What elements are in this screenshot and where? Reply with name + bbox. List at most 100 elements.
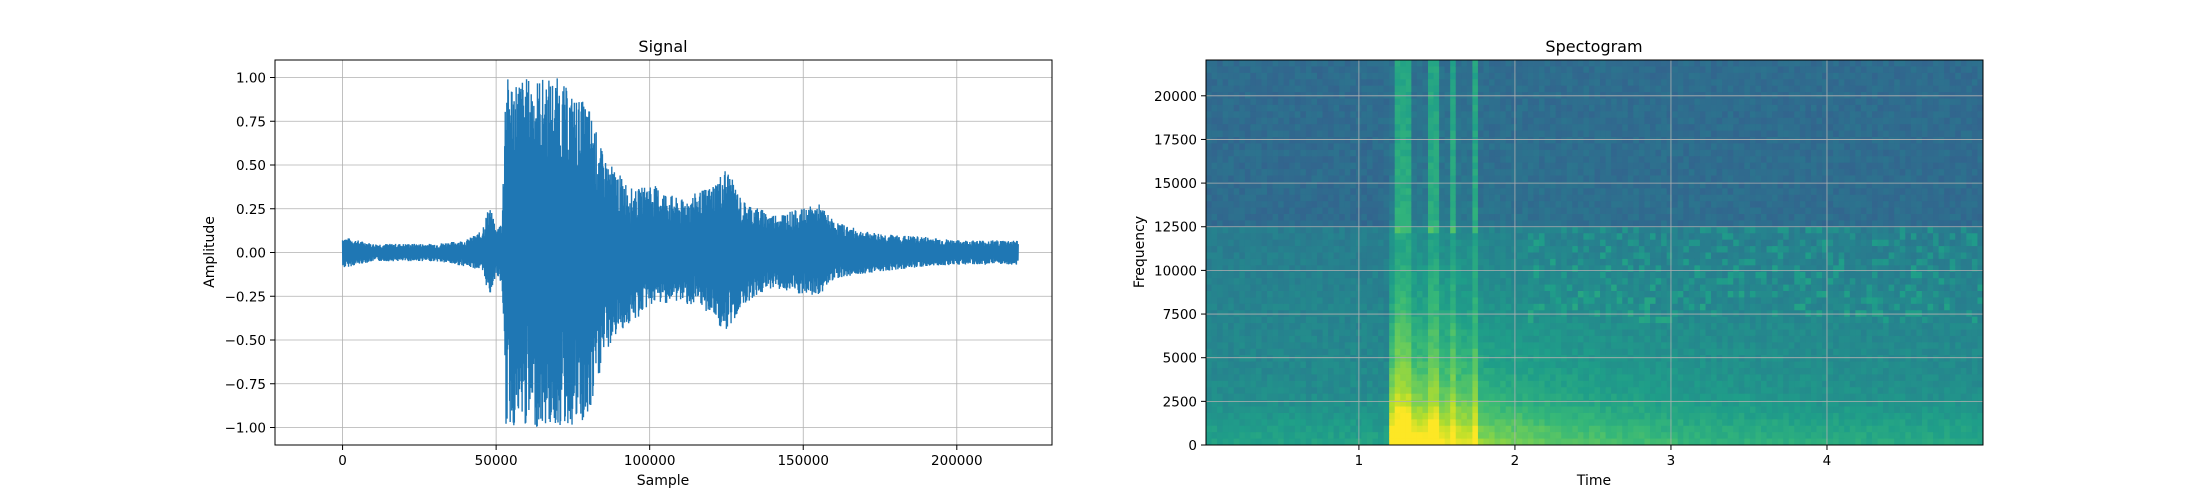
spectrogram-cell — [1405, 79, 1412, 87]
spectrogram-cell — [1483, 335, 1490, 343]
spectrogram-cell — [1350, 156, 1357, 164]
spectrogram-cell — [1416, 291, 1424, 299]
spectrogram-cell — [1350, 265, 1357, 273]
spectrogram-cell — [1428, 98, 1435, 106]
spectrogram-cell — [1428, 79, 1435, 87]
spectrogram-cell — [1328, 361, 1335, 369]
spectrogram-cell — [1222, 188, 1229, 196]
spectrogram-cell — [1539, 79, 1546, 87]
spectrogram-cell — [1500, 329, 1507, 337]
spectrogram-cell — [1378, 419, 1385, 427]
spectrogram-cell — [1305, 303, 1313, 311]
spectrogram-cell — [1389, 316, 1396, 324]
spectrogram-cell — [1400, 143, 1407, 151]
spectrogram-cell — [1239, 220, 1246, 228]
spectrogram-cell — [1555, 220, 1562, 228]
spectrogram-cell — [1489, 98, 1496, 106]
spectrogram-cell — [1244, 194, 1251, 202]
spectrogram-cell — [1644, 329, 1651, 337]
spectrogram-cell — [1344, 387, 1351, 395]
spectrogram-cell — [1322, 291, 1329, 299]
spectrogram-cell — [1561, 342, 1568, 350]
spectrogram-cell — [1383, 85, 1390, 93]
spectrogram-cell — [1317, 361, 1324, 369]
spectrogram-cell — [1655, 297, 1662, 305]
spectrogram-cell — [1333, 368, 1340, 376]
spectrogram-cell — [1328, 316, 1335, 324]
spectrogram-cell — [1255, 380, 1263, 388]
spectrogram-cell — [1583, 111, 1590, 119]
spectrogram-cell — [1239, 117, 1246, 125]
spectrogram-cell — [1461, 188, 1468, 196]
spectrogram-cell — [1317, 393, 1324, 401]
spectrogram-cell — [1622, 291, 1629, 299]
spectrogram-cell — [1206, 85, 1213, 93]
spectrogram-cell — [1455, 374, 1462, 382]
spectrogram-cell — [1444, 130, 1451, 138]
spectrogram-cell — [1305, 239, 1313, 247]
spectrogram-cell — [1311, 239, 1318, 247]
spectrogram-cell — [1305, 220, 1313, 228]
spectrogram-cell — [1239, 368, 1246, 376]
spectrogram-cell — [1638, 220, 1646, 228]
spectrogram-cell — [1378, 316, 1385, 324]
spectrogram-cell — [1527, 124, 1535, 132]
spectrogram-cell — [1539, 149, 1546, 157]
spectrogram-cell — [1300, 361, 1307, 369]
spectrogram-cell — [1305, 412, 1313, 420]
spectrogram-cell — [1378, 291, 1385, 299]
spectrogram-cell — [1244, 380, 1251, 388]
spectrogram-cell — [1405, 368, 1412, 376]
spectrogram-cell — [1483, 188, 1490, 196]
spectrogram-cell — [1627, 207, 1634, 215]
spectrogram-cell — [1611, 117, 1618, 125]
spectrogram-cell — [1638, 271, 1646, 279]
spectrogram-cell — [1294, 438, 1301, 445]
spectrogram-cell — [1477, 400, 1485, 408]
spectrogram-cell — [1616, 252, 1623, 260]
spectrogram-cell — [1311, 246, 1318, 254]
spectrogram-cell — [1250, 374, 1257, 382]
spectrogram-cell — [1339, 348, 1346, 356]
spectrogram-cell — [1422, 432, 1429, 440]
spectrogram-cell — [1544, 374, 1551, 382]
spectrogram-cell — [1439, 72, 1446, 80]
spectrogram-cell — [1500, 355, 1507, 363]
spectrogram-cell — [1228, 201, 1235, 209]
spectrogram-cell — [1305, 438, 1313, 445]
spectrogram-cell — [1633, 66, 1640, 74]
spectrogram-cell — [1633, 226, 1640, 234]
spectrogram-cell — [1661, 137, 1668, 145]
spectrogram-cell — [1561, 348, 1568, 356]
spectrogram-cell — [1261, 214, 1268, 222]
spectrogram-cell — [1439, 188, 1446, 196]
spectrogram-cell — [1605, 252, 1612, 260]
spectrogram-cell — [1433, 400, 1440, 408]
spectrogram-cell — [1600, 214, 1607, 222]
spectrogram-cell — [1211, 258, 1218, 266]
spectrogram-cell — [1522, 252, 1529, 260]
spectrogram-cell — [1328, 342, 1335, 350]
spectrogram-cell — [1261, 265, 1268, 273]
spectrogram-cell — [1422, 246, 1429, 254]
spectrogram-cell — [1511, 124, 1518, 132]
spectrogram-cell — [1483, 252, 1490, 260]
spectrogram-cell — [1311, 278, 1318, 286]
spectrogram-cell — [1588, 117, 1596, 125]
spectrogram-cell — [1372, 412, 1379, 420]
spectrogram-cell — [1294, 181, 1301, 189]
spectrogram-cell — [1605, 323, 1612, 331]
spectrogram-cell — [1616, 361, 1623, 369]
spectrogram-cell — [1428, 104, 1435, 112]
spectrogram-cell — [1555, 303, 1562, 311]
spectrogram-cell — [1461, 175, 1468, 183]
spectrogram-cell — [1339, 425, 1346, 433]
spectrogram-cell — [1439, 175, 1446, 183]
spectrogram-cell — [1422, 156, 1429, 164]
spectrogram-cell — [1533, 271, 1540, 279]
spectrogram-cell — [1317, 387, 1324, 395]
spectrogram-cell — [1350, 239, 1357, 247]
spectrogram-cell — [1500, 137, 1507, 145]
spectrogram-cell — [1627, 252, 1634, 260]
spectrogram-cell — [1577, 79, 1584, 87]
